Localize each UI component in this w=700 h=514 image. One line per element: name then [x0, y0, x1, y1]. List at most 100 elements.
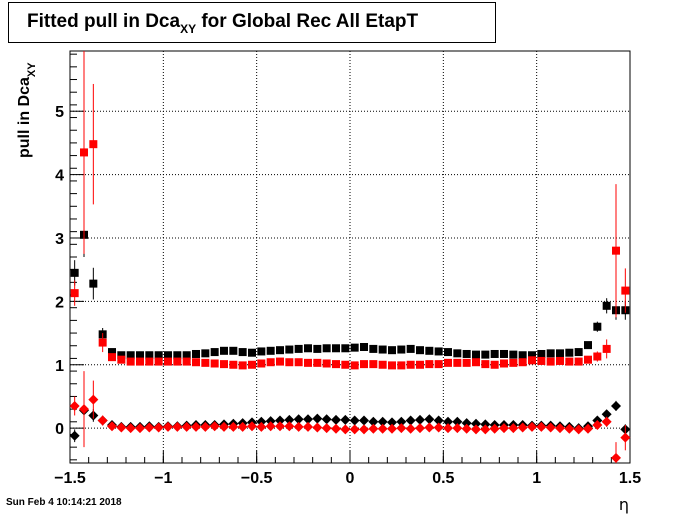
data-point-square: [602, 344, 611, 353]
data-point-square: [89, 279, 98, 288]
data-point-diamond: [79, 404, 89, 415]
x-tick-label: −1: [154, 470, 172, 487]
data-point-diamond: [480, 419, 491, 430]
data-point-square: [462, 349, 471, 358]
data-point-diamond: [135, 423, 145, 434]
data-point-square: [416, 346, 424, 355]
data-point-square: [472, 358, 480, 367]
data-point-square: [388, 346, 396, 355]
data-point-square: [173, 351, 182, 360]
data-point-square: [80, 148, 88, 157]
data-point-diamond: [443, 416, 453, 427]
data-point-square: [126, 351, 135, 360]
data-point-square: [546, 349, 555, 358]
data-point-diamond: [200, 421, 211, 432]
data-point-diamond: [340, 424, 351, 435]
data-point-diamond: [181, 421, 192, 432]
data-point-diamond: [293, 421, 304, 432]
data-point-square: [565, 357, 574, 366]
data-point-square: [434, 347, 443, 356]
data-point-diamond: [172, 421, 183, 432]
data-point-diamond: [499, 423, 509, 434]
data-point-diamond: [163, 421, 173, 432]
data-point-diamond: [536, 421, 547, 432]
data-point-diamond: [405, 423, 416, 434]
data-point-square: [378, 360, 387, 369]
data-point-diamond: [331, 414, 341, 425]
data-point-diamond: [69, 430, 80, 441]
x-tick-label: −0.5: [241, 470, 273, 487]
data-point-square: [528, 356, 536, 365]
data-point-square: [378, 345, 387, 354]
data-point-square: [406, 360, 415, 369]
data-point-square: [546, 357, 555, 366]
data-point-square: [145, 357, 154, 366]
data-point-square: [500, 349, 508, 358]
data-point-square: [285, 358, 294, 367]
data-point-square: [117, 355, 126, 364]
data-point-square: [332, 344, 340, 353]
title-main: Fitted pull in Dca: [27, 11, 181, 32]
data-point-square: [332, 360, 340, 369]
data-point-diamond: [321, 414, 332, 425]
title-subscript: XY: [180, 22, 197, 36]
y-tick-label: 4: [55, 168, 64, 185]
data-point-square: [350, 343, 359, 352]
data-point-square: [201, 358, 210, 367]
data-point-diamond: [144, 422, 155, 433]
data-point-diamond: [265, 416, 276, 427]
data-point-diamond: [284, 414, 295, 425]
x-tick-label: −1.5: [54, 470, 86, 487]
x-tick-label: 1: [532, 470, 541, 487]
data-point-diamond: [424, 414, 435, 425]
data-point-square: [164, 351, 172, 360]
data-point-square: [238, 348, 247, 357]
data-series-group: [69, 371, 631, 463]
data-point-square: [462, 358, 471, 367]
data-point-square: [285, 345, 294, 354]
data-point-square: [584, 355, 592, 364]
data-point-square: [500, 359, 508, 368]
data-point-square: [117, 351, 126, 360]
data-point-square: [229, 360, 238, 369]
data-point-diamond: [340, 414, 351, 425]
y-axis-label-main: pull in Dca: [16, 77, 33, 158]
data-point-square: [453, 349, 462, 358]
data-point-diamond: [415, 414, 425, 425]
data-point-diamond: [107, 421, 117, 432]
data-point-square: [248, 360, 256, 369]
data-point-square: [425, 346, 434, 355]
data-point-diamond: [349, 424, 360, 435]
data-point-square: [490, 349, 499, 358]
data-point-square: [518, 351, 527, 360]
data-point-square: [341, 360, 350, 369]
data-point-square: [397, 361, 406, 370]
data-point-diamond: [545, 422, 556, 433]
data-point-square: [182, 351, 191, 360]
data-point-square: [313, 344, 322, 353]
data-point-square: [257, 347, 266, 356]
chart-title: Fitted pull in DcaXY for Global Rec All …: [27, 11, 418, 36]
data-point-square: [565, 348, 574, 357]
data-point-diamond: [312, 422, 323, 433]
data-series-group: [70, 212, 630, 360]
data-point-diamond: [620, 432, 631, 443]
data-point-diamond: [349, 415, 360, 426]
data-point-square: [453, 358, 462, 367]
data-point-square: [108, 348, 116, 357]
data-point-square: [70, 289, 79, 298]
data-point-square: [192, 349, 200, 358]
y-tick-label: 1: [55, 358, 64, 375]
data-point-diamond: [359, 415, 369, 426]
data-point-diamond: [368, 423, 379, 434]
grid-lines: [70, 51, 630, 463]
data-point-square: [350, 361, 359, 370]
data-point-square: [89, 140, 98, 149]
data-point-diamond: [573, 424, 584, 435]
y-axis-label: pull in DcaXY: [16, 62, 38, 158]
data-point-square: [556, 356, 564, 365]
data-point-square: [229, 346, 238, 355]
data-point-square: [210, 359, 219, 368]
y-tick-label: 2: [55, 294, 64, 311]
